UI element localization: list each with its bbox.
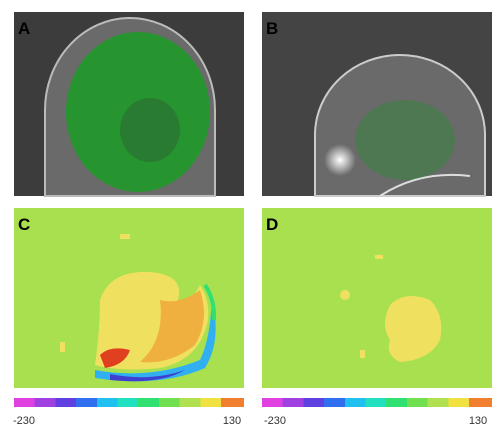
- panel-label: B: [266, 19, 278, 38]
- colorbar: -230 130: [13, 398, 244, 427]
- panel-d: D: [262, 208, 492, 388]
- colorbar-min: -230: [13, 415, 35, 427]
- panel-a: A: [14, 12, 244, 196]
- colorbar: -230 130: [262, 398, 492, 427]
- colorbar-min: -230: [264, 415, 286, 427]
- panel-label: D: [266, 215, 278, 234]
- panel-label: C: [18, 215, 30, 234]
- colorbar-max: 130: [223, 415, 241, 427]
- panel-c: C: [14, 208, 244, 388]
- panel-label: A: [18, 19, 30, 38]
- panel-b: B: [262, 12, 492, 196]
- colorbar-max: 130: [469, 415, 487, 427]
- figure: A B C D -230 130 -230: [0, 0, 492, 430]
